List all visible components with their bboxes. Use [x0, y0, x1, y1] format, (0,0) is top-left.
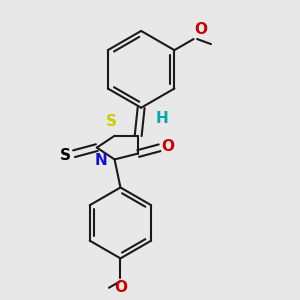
Text: O: O — [161, 140, 174, 154]
Text: S: S — [106, 114, 117, 129]
Text: H: H — [156, 111, 169, 126]
Text: O: O — [194, 22, 208, 37]
Text: N: N — [94, 153, 107, 168]
Text: S: S — [59, 148, 70, 163]
Text: O: O — [114, 280, 127, 295]
